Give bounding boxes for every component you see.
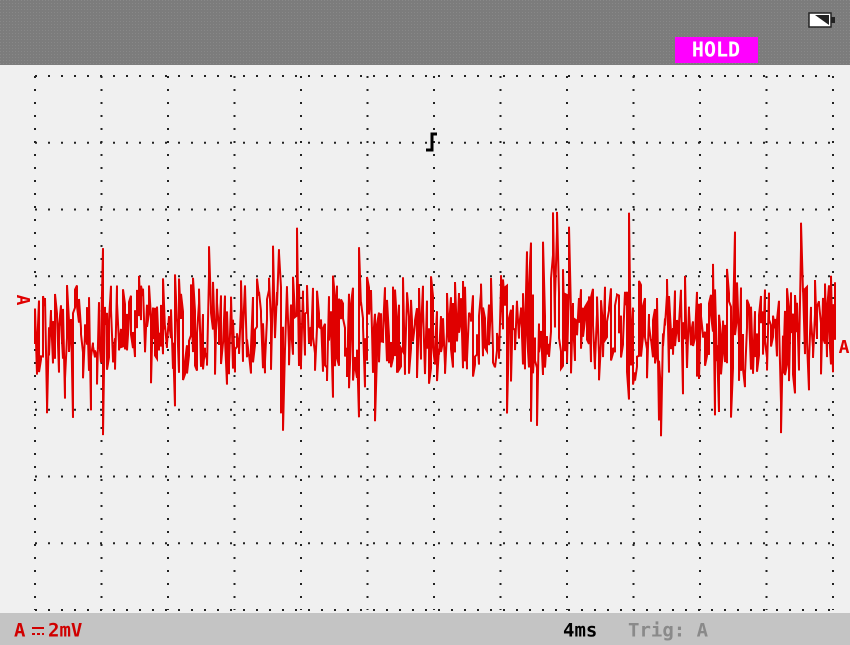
channel-marker: A <box>12 295 33 306</box>
vertical-scale: 2mV <box>48 620 82 642</box>
page: HOLD A A A 2mV 4ms Trig: A (() => { cons… <box>0 0 850 645</box>
bottom-bar <box>0 613 850 645</box>
hold-label: HOLD <box>692 38 740 62</box>
timebase: 4ms <box>563 620 597 642</box>
battery-icon <box>809 13 835 27</box>
trigger-source: Trig: A <box>628 620 709 642</box>
level-marker: A <box>839 337 850 358</box>
channel-label: A <box>14 620 26 642</box>
scope-screen: HOLD A A A 2mV 4ms Trig: A <box>0 0 850 645</box>
